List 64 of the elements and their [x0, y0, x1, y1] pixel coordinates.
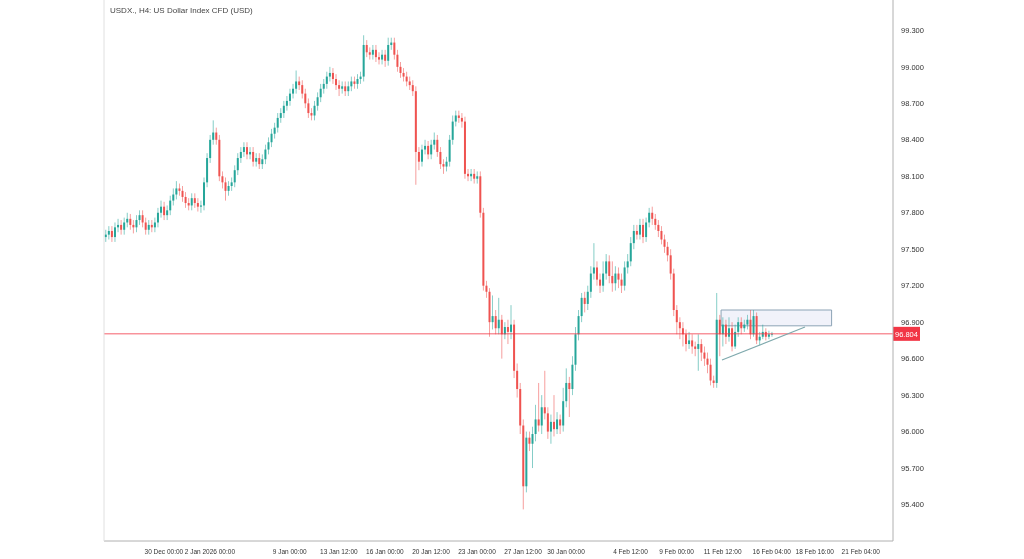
candlestick: [559, 414, 562, 435]
candlestick: [617, 267, 620, 289]
candlestick: [420, 144, 423, 167]
text: USDX., H4: US Dollar Index CFD (USD): [110, 6, 253, 15]
candlestick: [638, 218, 641, 240]
candlestick: [494, 309, 497, 335]
candlestick: [534, 404, 537, 442]
candlestick: [381, 49, 384, 65]
candlestick: [491, 295, 494, 330]
candlestick: [497, 297, 500, 335]
candlestick: [288, 88, 291, 107]
candlestick: [752, 309, 755, 338]
candlestick: [546, 406, 549, 440]
candlestick: [734, 324, 737, 350]
candlestick: [651, 206, 654, 226]
candlestick: [319, 83, 322, 103]
candlestick: [368, 47, 371, 60]
candlestick: [255, 152, 258, 167]
candlestick: [540, 394, 543, 435]
candlestick: [196, 197, 199, 212]
candlestick: [614, 265, 617, 291]
candlestick: [770, 331, 773, 338]
candlestick: [731, 321, 734, 352]
candlestick: [645, 217, 648, 243]
candlestick: [528, 431, 531, 452]
candlestick: [430, 139, 433, 160]
candlestick: [552, 394, 555, 437]
candlestick: [353, 76, 356, 90]
candlestick: [718, 314, 721, 357]
candlestick: [427, 140, 430, 160]
candlestick: [242, 141, 245, 158]
candlestick: [328, 66, 331, 82]
candlestick: [264, 144, 267, 165]
candlestick: [252, 146, 255, 167]
candlestick: [568, 376, 571, 418]
candlestick: [620, 273, 623, 294]
candlestick: [724, 319, 727, 345]
candlestick: [700, 338, 703, 362]
candlestick: [510, 304, 513, 340]
candlestick: [608, 254, 611, 284]
candlestick: [371, 44, 374, 60]
candlestick: [301, 79, 304, 99]
candlestick: [709, 358, 712, 386]
candlestick: [374, 44, 377, 63]
candlestick: [457, 110, 460, 124]
candlestick: [178, 183, 181, 197]
candlestick: [602, 260, 605, 293]
candlestick: [642, 218, 645, 244]
candlestick: [697, 333, 700, 372]
candlestick: [549, 414, 552, 445]
candlestick: [691, 333, 694, 355]
candlestick: [245, 141, 248, 160]
candlestick: [384, 49, 387, 68]
candlestick: [169, 195, 172, 216]
candlestick: [635, 224, 638, 240]
candlestick: [500, 314, 503, 360]
candlestick: [537, 382, 540, 432]
candlestick: [476, 171, 479, 184]
candlestick: [387, 37, 390, 67]
candlestick: [276, 112, 279, 133]
candlestick: [113, 222, 116, 243]
candlestick: [767, 330, 770, 340]
candlestick: [583, 291, 586, 313]
candlestick: [688, 331, 691, 350]
